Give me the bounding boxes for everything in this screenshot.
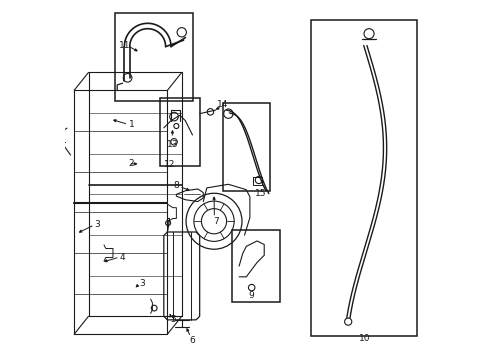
Bar [223, 103, 269, 191]
Bar [231, 230, 280, 302]
Text: 3: 3 [139, 279, 145, 288]
Text: 2: 2 [128, 159, 134, 168]
Text: 13: 13 [167, 140, 178, 149]
Text: 3: 3 [94, 220, 100, 229]
Text: 1: 1 [128, 120, 134, 129]
Text: 14: 14 [217, 100, 228, 109]
Bar [310, 21, 416, 336]
Text: 15: 15 [254, 189, 266, 198]
Text: 12: 12 [163, 161, 175, 170]
Text: 7: 7 [212, 217, 218, 226]
Text: 11: 11 [119, 41, 130, 50]
Text: 9: 9 [248, 291, 254, 300]
Text: 10: 10 [358, 334, 369, 343]
Bar [253, 177, 262, 185]
Text: 5: 5 [169, 315, 175, 324]
Bar [115, 13, 192, 101]
Text: 6: 6 [189, 336, 195, 345]
Text: 4: 4 [120, 253, 125, 262]
Bar [160, 98, 199, 166]
Text: 8: 8 [173, 181, 179, 190]
